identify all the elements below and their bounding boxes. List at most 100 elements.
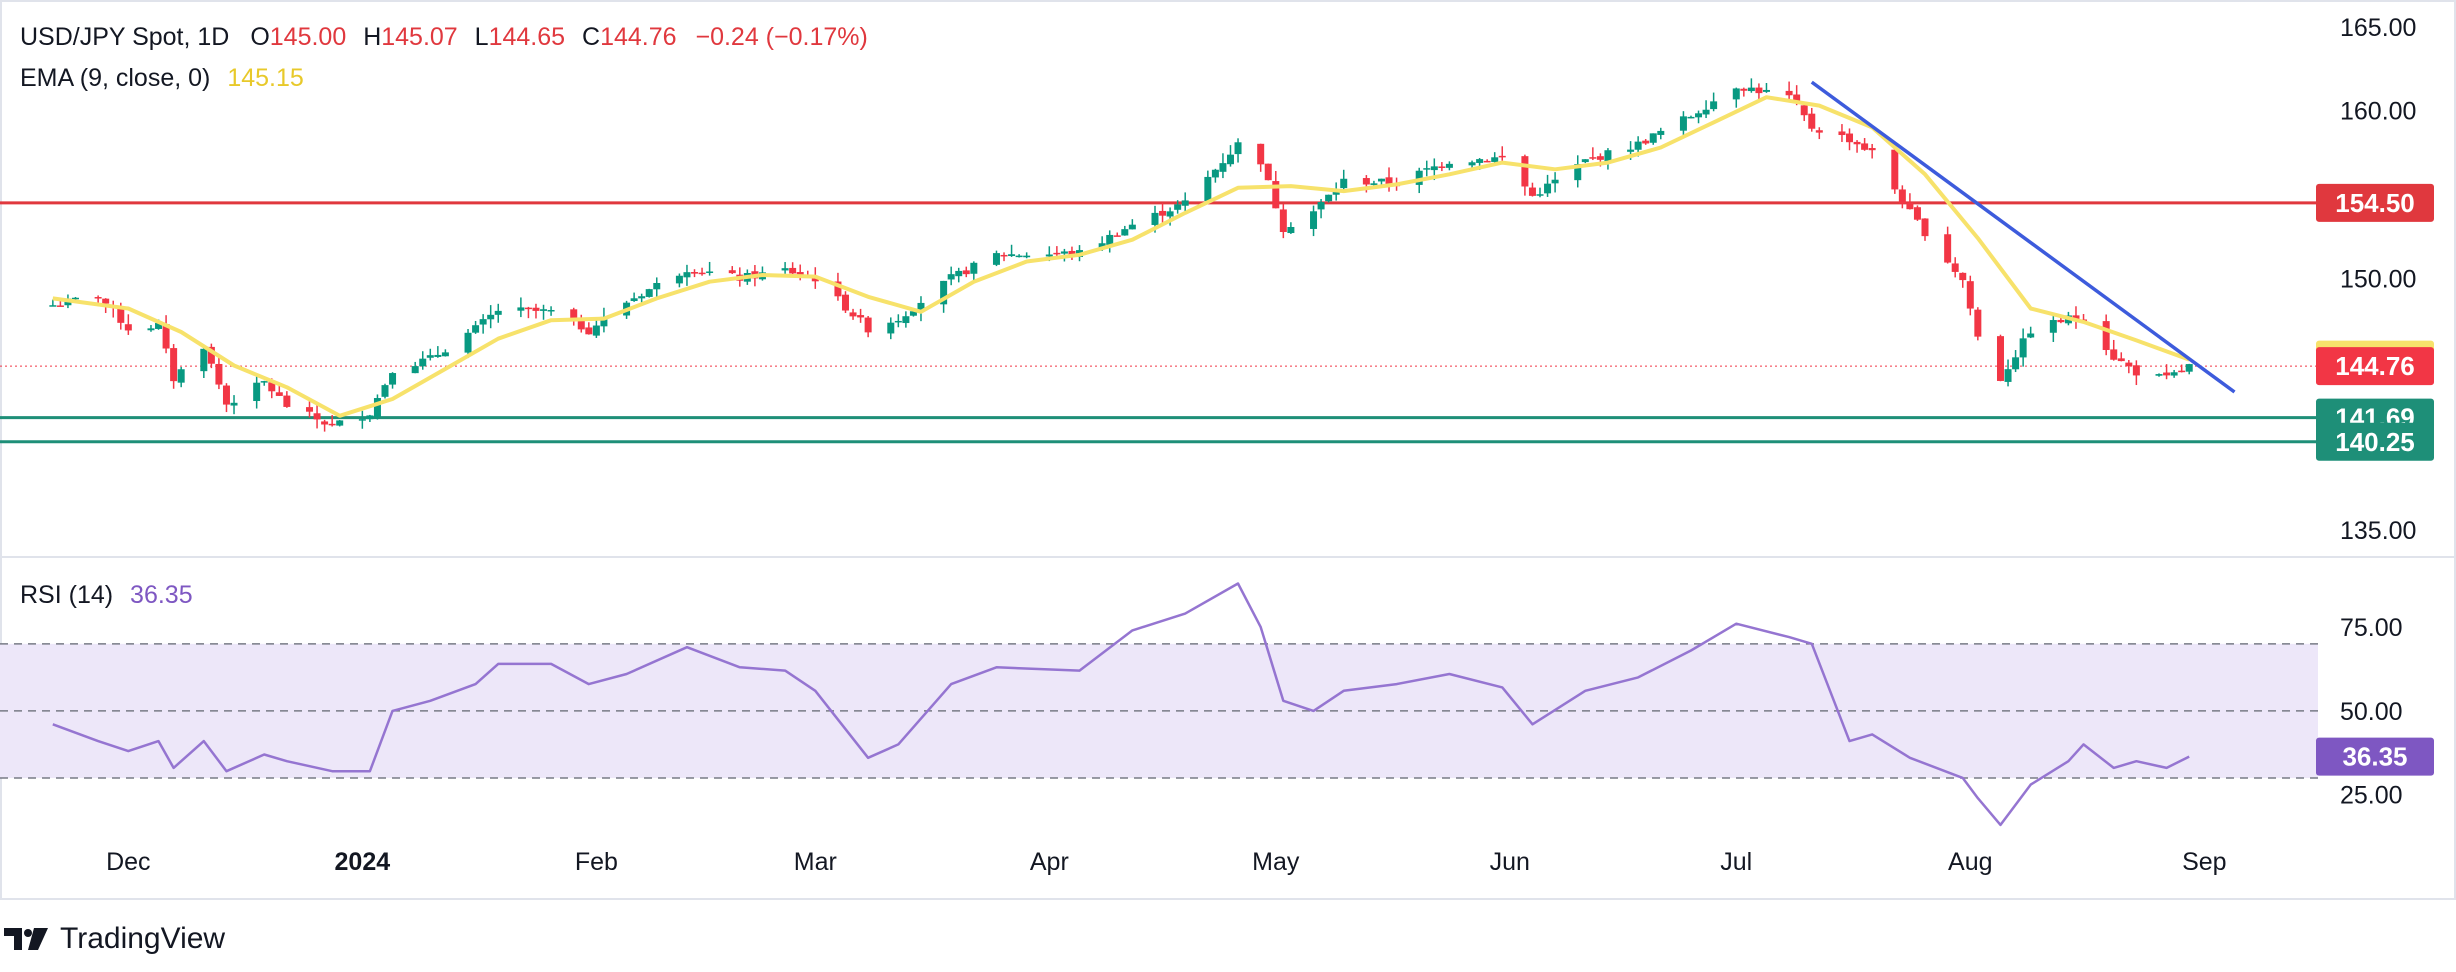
candle-body xyxy=(1008,254,1016,257)
candle-body xyxy=(1762,89,1770,92)
candle-body xyxy=(962,270,970,275)
candle-body xyxy=(366,415,374,420)
candle-body xyxy=(577,320,585,330)
chart-canvas[interactable]: 135.00140.00145.00150.00155.00160.00165.… xyxy=(0,0,2456,900)
candle-body xyxy=(1710,101,1718,110)
candle-body xyxy=(1287,227,1295,234)
candle-body xyxy=(728,270,736,274)
time-tick-label: Apr xyxy=(1030,848,1069,876)
rsi-legend: RSI (14) 36.35 xyxy=(20,580,197,610)
time-tick-label: Aug xyxy=(1948,848,1992,876)
candle-body xyxy=(1642,140,1650,144)
candle-body xyxy=(1317,202,1325,210)
candle-body xyxy=(1362,178,1370,185)
candle-body xyxy=(1023,255,1031,258)
candle-body xyxy=(592,325,600,336)
candle-body xyxy=(411,366,419,374)
candle-body xyxy=(902,316,910,324)
candle-body xyxy=(940,280,948,305)
axes: 135.00140.00145.00150.00155.00160.00165.… xyxy=(106,14,2416,876)
candle-body xyxy=(630,298,638,302)
candle-body xyxy=(1106,234,1114,245)
price-levels xyxy=(0,201,2320,444)
level-tag-bg xyxy=(2316,422,2434,461)
rsi-tick-label: 75.00 xyxy=(2340,614,2403,642)
candle-body xyxy=(1793,94,1801,104)
candle-body xyxy=(1959,272,1967,281)
candle-body xyxy=(94,297,102,299)
candle-body xyxy=(1800,105,1808,116)
time-tick-label: Dec xyxy=(106,848,150,876)
candle-body xyxy=(313,413,321,420)
candle-body xyxy=(381,385,389,397)
time-tick-label: Feb xyxy=(575,848,618,876)
candle-body xyxy=(1657,130,1665,135)
candle-body xyxy=(1596,156,1604,160)
candle-body xyxy=(1634,141,1642,150)
candle-body xyxy=(1853,141,1861,145)
chart-frame xyxy=(0,0,2456,900)
candle-body xyxy=(2057,319,2065,323)
price-tag: 144.76 xyxy=(2335,351,2415,381)
candle-body xyxy=(230,402,238,406)
candle-body xyxy=(1996,336,2004,381)
candle-body xyxy=(524,307,532,310)
candle-body xyxy=(1438,166,1446,168)
candle-body xyxy=(1098,243,1106,249)
candle-body xyxy=(2110,349,2118,360)
brand-name: TradingView xyxy=(60,922,226,955)
candle-body xyxy=(1695,113,1703,118)
candle-body xyxy=(419,358,427,367)
rsi-path xyxy=(52,582,2190,827)
candle-body xyxy=(441,352,449,357)
level-tag: 154.50 xyxy=(2335,188,2415,218)
time-tick-label: Jun xyxy=(1490,848,1530,876)
time-tick-label: Mar xyxy=(794,848,837,876)
rsi-label[interactable]: RSI (14) xyxy=(20,581,114,609)
candle-body xyxy=(494,310,502,315)
symbol-label[interactable]: USD/JPY Spot, 1D xyxy=(20,23,230,51)
candle-body xyxy=(1687,116,1695,119)
candle-body xyxy=(1815,130,1823,133)
candle-body xyxy=(1272,181,1280,209)
ema-label[interactable]: EMA (9, close, 0) xyxy=(20,64,211,92)
candle-body xyxy=(2170,372,2178,376)
tradingview-logo[interactable]: TradingView xyxy=(4,922,225,956)
candle-body xyxy=(1204,176,1212,202)
candle-body xyxy=(170,348,178,382)
candle-body xyxy=(472,325,480,333)
candle-body xyxy=(49,305,57,307)
time-tick-label: Sep xyxy=(2182,848,2226,876)
candle-body xyxy=(336,420,344,426)
candle-body xyxy=(1740,88,1748,91)
candle-body xyxy=(306,407,314,412)
candle-body xyxy=(864,317,872,333)
price-tick-label: 160.00 xyxy=(2340,98,2416,126)
candle-body xyxy=(1536,194,1544,196)
ema-value: 145.15 xyxy=(227,64,304,92)
candle-body xyxy=(1604,150,1612,162)
candle-body xyxy=(1551,179,1559,184)
candle-body xyxy=(1627,149,1635,152)
candle-body xyxy=(1755,87,1763,94)
candle-body xyxy=(1370,183,1378,185)
candle-body xyxy=(1944,234,1952,263)
candle-body xyxy=(1211,169,1219,178)
candle-body xyxy=(1974,309,1982,337)
price-tick-label: 150.00 xyxy=(2340,265,2416,293)
candle-body xyxy=(1234,142,1242,155)
candle-body xyxy=(2185,364,2193,372)
candle-body xyxy=(1679,116,1687,131)
candle-body xyxy=(1491,157,1499,162)
candle-body xyxy=(1702,109,1710,115)
candle-body xyxy=(894,320,902,323)
candle-body xyxy=(1159,210,1167,216)
candle-body xyxy=(1000,254,1008,257)
candle-body xyxy=(1045,254,1053,257)
candle-body xyxy=(215,363,223,385)
candle-body xyxy=(321,421,329,425)
price-tick-label: 135.00 xyxy=(2340,517,2416,545)
candle-body xyxy=(1544,183,1552,194)
candle-body xyxy=(1121,229,1129,236)
candle-body xyxy=(547,309,555,312)
